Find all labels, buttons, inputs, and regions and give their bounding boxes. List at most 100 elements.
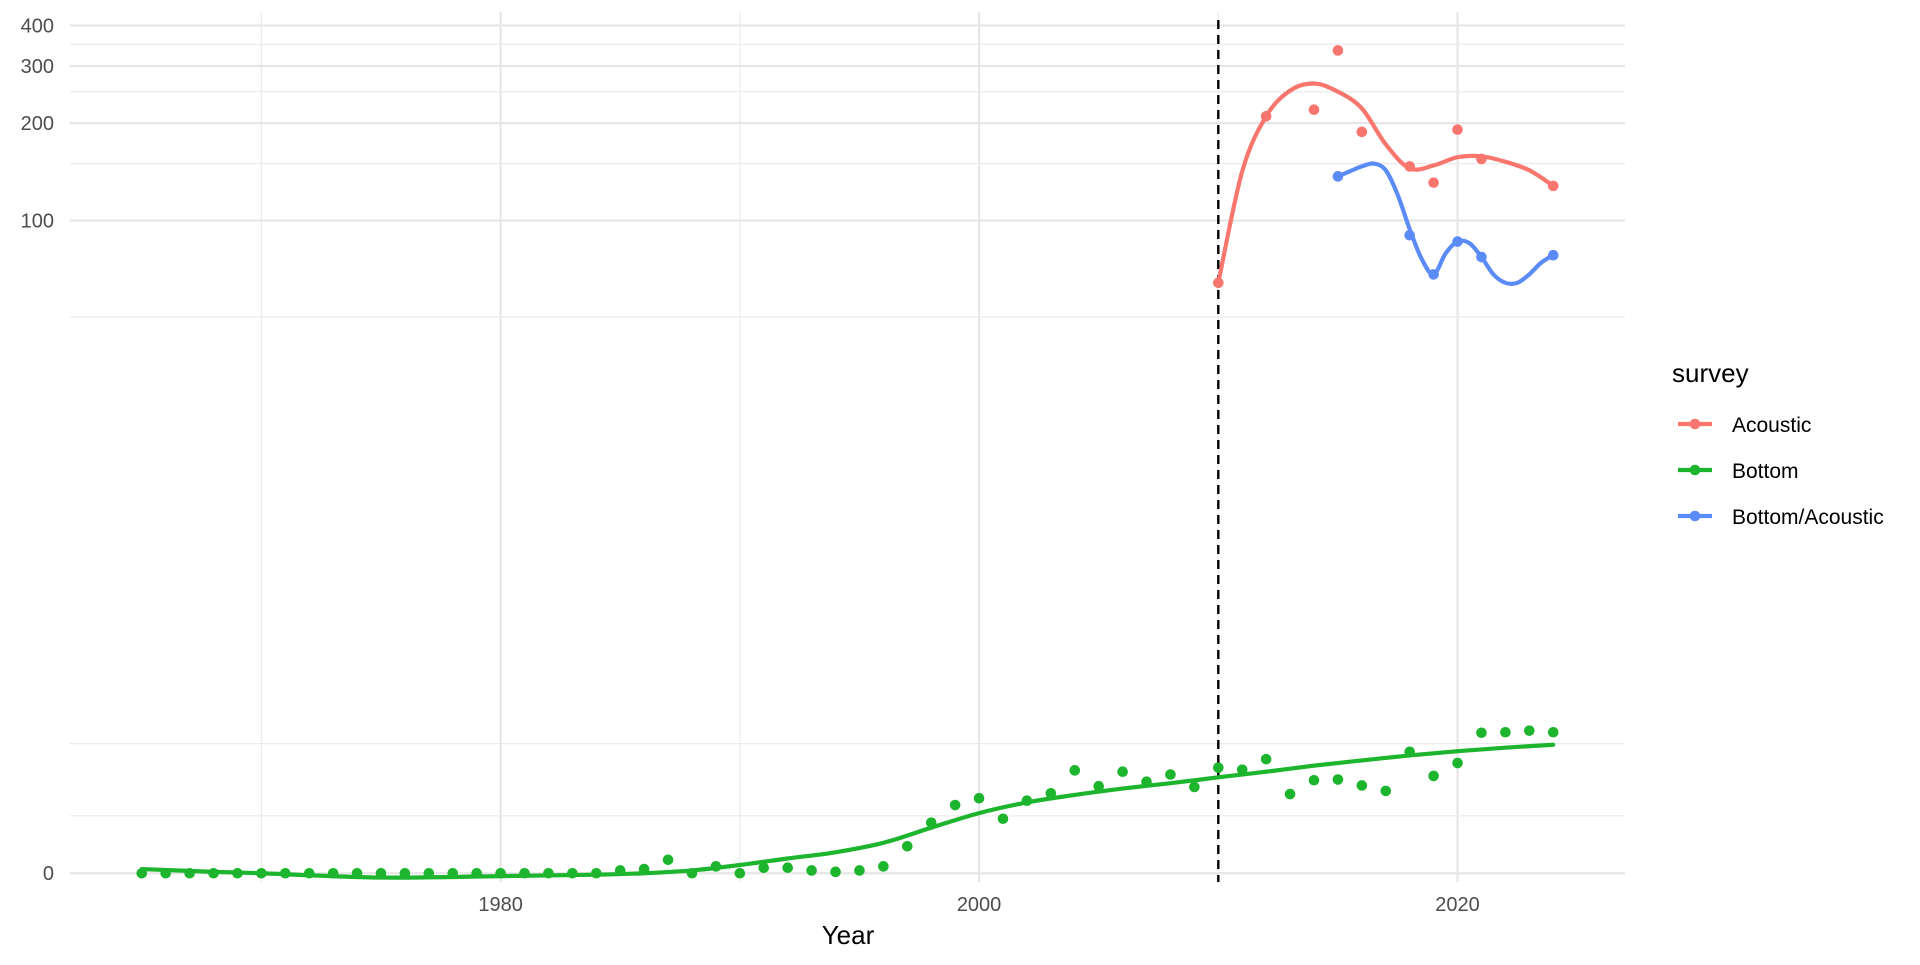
data-point-bottom bbox=[1069, 765, 1081, 776]
data-point-bottom bbox=[734, 867, 746, 879]
data-point-bottom bbox=[471, 867, 482, 879]
legend-label: Bottom bbox=[1732, 460, 1799, 483]
data-point-bottom bbox=[375, 867, 387, 879]
data-point-bottom-acoustic bbox=[1452, 236, 1463, 247]
data-point-bottom bbox=[160, 867, 171, 879]
data-point-bottom bbox=[1284, 788, 1296, 800]
data-point-bottom-acoustic bbox=[1476, 251, 1487, 263]
legend-key-point bbox=[1689, 464, 1701, 476]
data-point-acoustic bbox=[1547, 180, 1559, 192]
data-point-acoustic bbox=[1213, 277, 1224, 289]
data-point-bottom bbox=[1045, 787, 1057, 799]
data-point-bottom-acoustic bbox=[1404, 229, 1415, 241]
y-tick-label: 200 bbox=[21, 113, 54, 135]
data-point-bottom bbox=[614, 865, 626, 876]
x-tick-label: 2000 bbox=[957, 894, 1002, 916]
data-point-bottom bbox=[1093, 780, 1104, 792]
y-tick-label: 100 bbox=[21, 210, 54, 232]
data-point-acoustic bbox=[1452, 124, 1463, 135]
data-point-bottom bbox=[1213, 762, 1224, 773]
data-point-bottom bbox=[1141, 776, 1152, 788]
data-point-bottom bbox=[136, 867, 148, 879]
data-point-bottom bbox=[997, 813, 1009, 825]
data-point-bottom bbox=[1356, 780, 1368, 791]
data-point-bottom bbox=[1308, 774, 1320, 786]
data-point-bottom bbox=[1189, 781, 1200, 793]
legend: survey Acoustic Bottom Bottom/Acoustic bbox=[1672, 358, 1884, 529]
legend-label: Acoustic bbox=[1732, 414, 1811, 437]
data-point-bottom bbox=[423, 867, 435, 879]
y-tick-label: 300 bbox=[21, 56, 54, 78]
y-tick-label: 0 bbox=[43, 863, 54, 885]
data-point-bottom bbox=[232, 867, 243, 879]
data-point-bottom bbox=[1452, 757, 1463, 769]
data-point-bottom bbox=[854, 865, 865, 876]
data-point-bottom bbox=[686, 867, 698, 879]
data-point-bottom bbox=[351, 867, 363, 879]
data-point-bottom bbox=[1117, 766, 1128, 778]
data-point-bottom-acoustic bbox=[1428, 269, 1439, 280]
data-point-bottom bbox=[519, 867, 530, 879]
data-point-bottom bbox=[399, 867, 411, 879]
data-point-bottom bbox=[1021, 795, 1033, 807]
data-point-acoustic bbox=[1356, 126, 1368, 138]
legend-label: Bottom/Acoustic bbox=[1732, 506, 1884, 529]
data-point-bottom bbox=[1428, 770, 1439, 782]
data-point-bottom-acoustic bbox=[1547, 249, 1559, 261]
data-point-bottom bbox=[662, 854, 674, 866]
legend-key-point bbox=[1689, 418, 1701, 430]
series-line-bottom bbox=[139, 742, 1556, 880]
data-point-bottom bbox=[925, 817, 937, 828]
data-point-acoustic bbox=[1260, 110, 1272, 122]
data-point-bottom bbox=[710, 861, 722, 872]
data-point-bottom-acoustic bbox=[1332, 171, 1344, 182]
y-tick-label: 400 bbox=[21, 15, 54, 37]
data-point-bottom bbox=[973, 792, 985, 804]
data-point-bottom bbox=[1236, 764, 1248, 775]
data-point-bottom bbox=[447, 867, 459, 879]
data-point-bottom bbox=[878, 861, 889, 872]
data-point-bottom bbox=[543, 867, 554, 879]
data-point-bottom bbox=[949, 799, 961, 811]
data-point-acoustic bbox=[1308, 104, 1320, 116]
data-point-bottom bbox=[591, 867, 602, 879]
data-point-bottom bbox=[208, 867, 219, 879]
data-point-bottom bbox=[280, 867, 291, 879]
data-point-bottom bbox=[256, 867, 267, 879]
point-layer bbox=[136, 45, 1559, 879]
data-point-bottom bbox=[1165, 769, 1176, 780]
data-point-bottom bbox=[830, 866, 841, 878]
data-point-bottom bbox=[184, 867, 195, 879]
data-point-acoustic bbox=[1404, 161, 1415, 172]
data-point-acoustic bbox=[1428, 177, 1439, 188]
legend-title: survey bbox=[1672, 358, 1749, 388]
x-tick-label: 1980 bbox=[478, 894, 523, 916]
data-point-bottom bbox=[1380, 785, 1392, 797]
data-point-bottom bbox=[303, 867, 315, 879]
data-point-bottom bbox=[806, 865, 817, 876]
x-axis-title: Year bbox=[822, 920, 875, 950]
data-point-bottom bbox=[327, 867, 339, 879]
data-point-bottom bbox=[1404, 746, 1415, 758]
data-point-bottom bbox=[902, 840, 913, 852]
data-point-bottom bbox=[495, 867, 506, 879]
legend-key-point bbox=[1689, 510, 1701, 522]
data-point-bottom bbox=[1332, 774, 1344, 785]
data-point-bottom bbox=[758, 862, 770, 874]
data-point-bottom bbox=[782, 862, 793, 874]
series-line-bottom-acoustic bbox=[1335, 161, 1556, 286]
data-point-bottom bbox=[1260, 753, 1272, 765]
data-point-bottom bbox=[567, 867, 578, 879]
grid-layer bbox=[70, 12, 1625, 882]
axis-layer: Year 1980 2000 2020 0 100 200 300 400 bbox=[21, 15, 1480, 950]
data-point-bottom bbox=[638, 863, 650, 875]
data-point-bottom bbox=[1547, 726, 1559, 738]
smooth-line-layer bbox=[139, 81, 1556, 880]
data-point-acoustic bbox=[1332, 45, 1344, 56]
x-tick-label: 2020 bbox=[1435, 894, 1480, 916]
data-point-bottom bbox=[1500, 726, 1511, 738]
data-point-bottom bbox=[1524, 725, 1535, 736]
data-point-acoustic bbox=[1476, 153, 1487, 165]
